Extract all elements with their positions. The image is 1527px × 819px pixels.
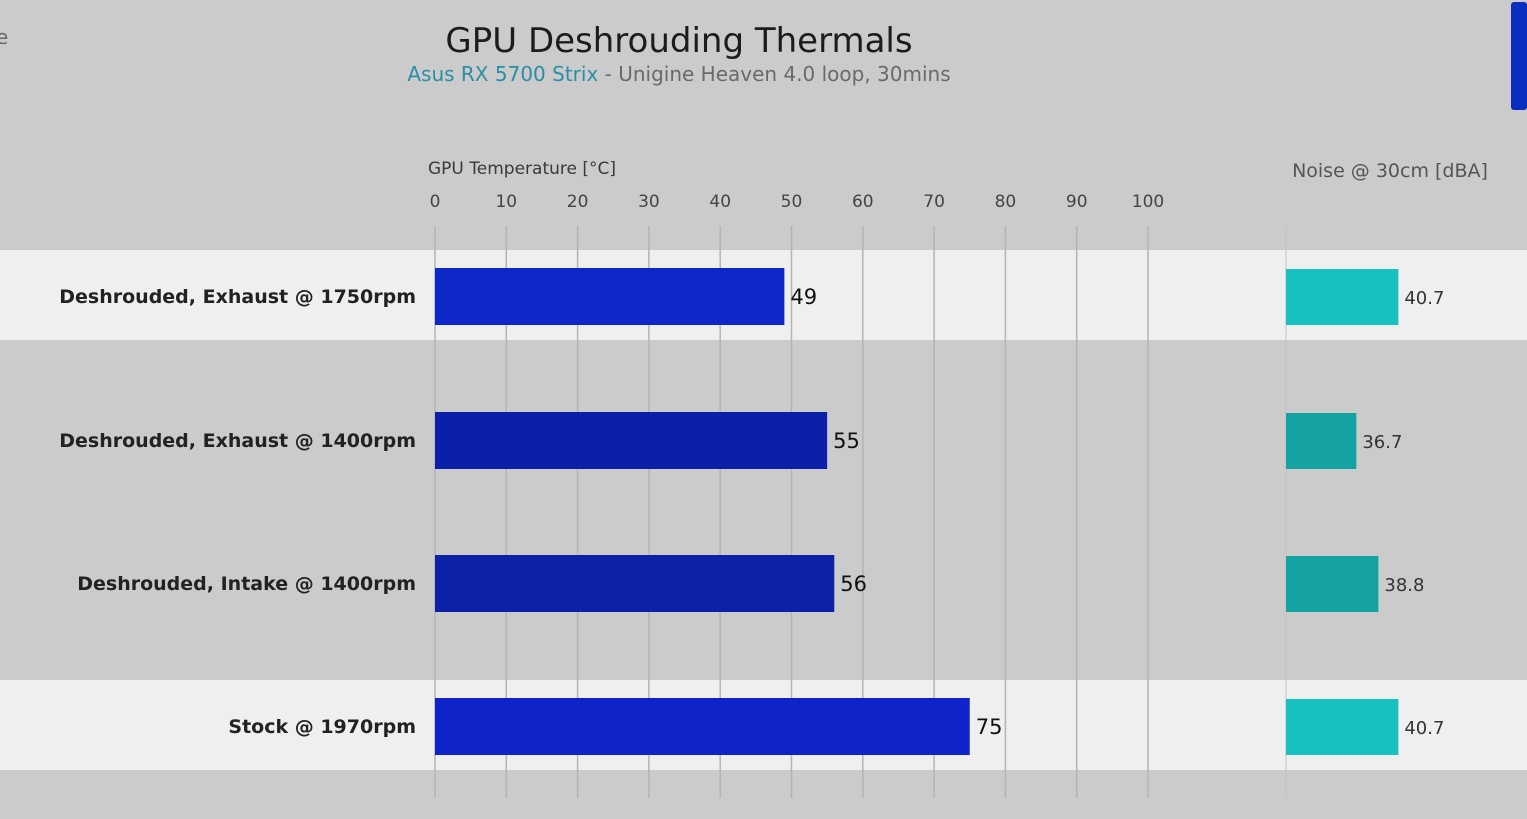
temp-value: 55	[833, 429, 860, 453]
subtitle-rest: - Unigine Heaven 4.0 loop, 30mins	[598, 62, 950, 86]
subtitle-highlight: Asus RX 5700 Strix	[407, 62, 598, 86]
noise-value: 38.8	[1384, 575, 1424, 596]
tick-label: 10	[495, 192, 517, 212]
category-label: Deshrouded, Intake @ 1400rpm	[77, 573, 416, 595]
temp-axis-label: GPU Temperature [°C]	[428, 159, 616, 179]
edge-fragment: e	[0, 25, 8, 49]
category-label: Deshrouded, Exhaust @ 1400rpm	[59, 430, 416, 452]
tick-label: 40	[709, 192, 731, 212]
tick-label: 20	[567, 192, 589, 212]
noise-value: 40.7	[1404, 718, 1444, 739]
temp-value: 49	[790, 285, 817, 309]
tick-label: 30	[638, 192, 660, 212]
temp-bar	[435, 555, 835, 612]
noise-bar	[1286, 699, 1399, 755]
temp-bar	[435, 268, 785, 325]
chart-title: GPU Deshrouding Thermals	[445, 21, 912, 61]
side-tab[interactable]	[1511, 2, 1527, 110]
temp-value: 75	[976, 715, 1003, 739]
tick-label: 50	[781, 192, 803, 212]
chart-subtitle: Asus RX 5700 Strix - Unigine Heaven 4.0 …	[407, 62, 950, 86]
category-label: Stock @ 1970rpm	[228, 716, 416, 738]
temp-bar	[435, 698, 970, 755]
category-label: Deshrouded, Exhaust @ 1750rpm	[59, 286, 416, 308]
tick-label: 80	[995, 192, 1017, 212]
temp-value: 56	[840, 572, 867, 596]
temp-bar	[435, 412, 828, 469]
tick-label: 100	[1132, 192, 1164, 212]
noise-value: 40.7	[1404, 288, 1444, 309]
tick-label: 60	[852, 192, 874, 212]
noise-value: 36.7	[1362, 432, 1402, 453]
tick-label: 90	[1066, 192, 1088, 212]
noise-bar	[1286, 413, 1357, 469]
noise-axis-label: Noise @ 30cm [dBA]	[1292, 160, 1488, 182]
noise-bar	[1286, 269, 1399, 325]
tick-label: 0	[430, 192, 441, 212]
noise-bar	[1286, 556, 1379, 612]
tick-label: 70	[923, 192, 945, 212]
